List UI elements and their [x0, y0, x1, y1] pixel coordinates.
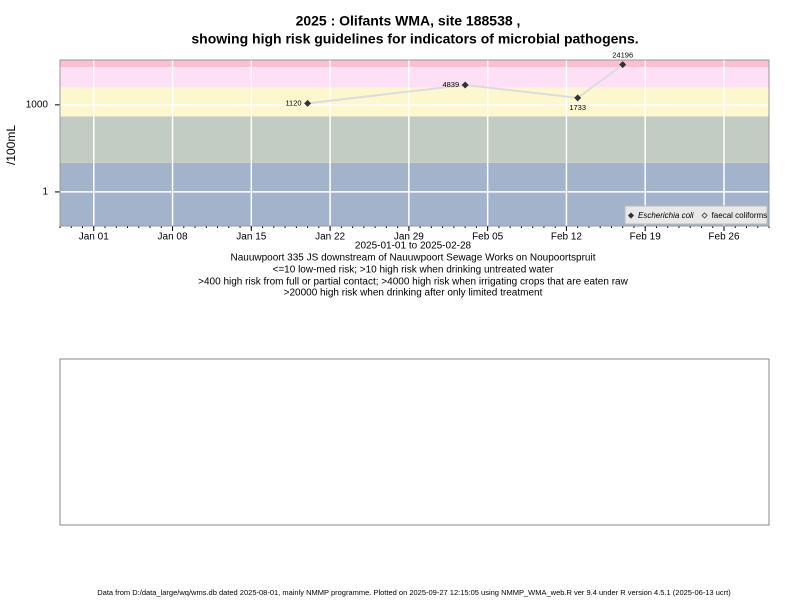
data-label: 4839 [442, 80, 459, 89]
x-tick-label: Feb 05 [472, 232, 504, 243]
note: >400 high risk from full or partial cont… [198, 277, 628, 288]
x-tick-label: Jan 08 [158, 232, 188, 243]
legend-marker [701, 212, 708, 219]
x-tick-label: Feb 12 [551, 232, 583, 243]
data-label: 1733 [569, 103, 586, 112]
risk-band [60, 87, 769, 117]
x-tick-label: Feb 19 [630, 232, 662, 243]
legend-box [624, 205, 768, 225]
y-tick-label: 1000 [26, 99, 49, 110]
x-axis-label: 2025-01-01 to 2025-02-28 [355, 241, 472, 252]
x-tick-label: Jan 29 [394, 232, 424, 243]
legend-label: Escherichia coli [638, 211, 694, 220]
legend-label: faecal coliforms [712, 211, 768, 220]
empty-panel [59, 358, 770, 526]
y-axis-label: /100mL [4, 125, 18, 165]
data-point [619, 61, 627, 69]
data-point [461, 81, 469, 89]
data-point [574, 94, 582, 102]
risk-band [60, 116, 769, 163]
risk-band [60, 60, 769, 68]
data-label: 1120 [285, 98, 301, 107]
x-tick-label: Jan 15 [236, 232, 266, 243]
series-line [307, 63, 624, 105]
x-tick-label: Jan 01 [79, 232, 109, 243]
chart-subtitle: showing high risk guidelines for indicat… [191, 31, 638, 47]
x-tick-label: Feb 26 [708, 232, 740, 243]
footer: Data from D:/data_large/wq/wms.db dated … [97, 588, 731, 597]
risk-band [60, 67, 769, 88]
note: <=10 low-med risk; >10 high risk when dr… [273, 265, 555, 276]
y-tick-label: 1 [42, 187, 48, 198]
data-point [304, 99, 312, 107]
note: Nauuwpoort 335 JS downstream of Nauuwpoo… [230, 253, 595, 264]
plot-frame [59, 59, 770, 227]
chart-title: 2025 : Olifants WMA, site 188538 , [296, 13, 521, 29]
note: >20000 high risk when drinking after onl… [284, 288, 543, 299]
legend-marker [627, 212, 635, 219]
data-label: 24196 [612, 51, 633, 60]
x-tick-label: Jan 22 [315, 232, 345, 243]
